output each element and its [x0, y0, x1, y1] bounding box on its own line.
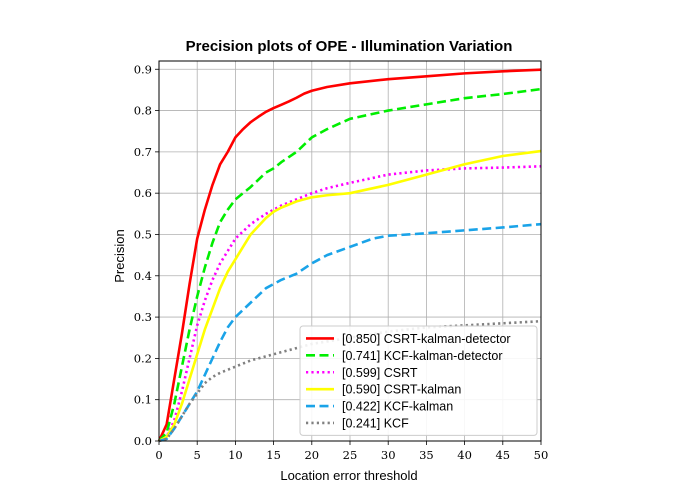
y-tick-label: 0.0 — [134, 434, 152, 448]
series-line-csrt — [158, 165, 542, 443]
x-tick-label: 20 — [304, 448, 319, 462]
y-tick-label: 0.9 — [134, 62, 152, 76]
legend-label: [0.741] KCF-kalman-detector — [342, 349, 503, 363]
legend-label: [0.599] CSRT — [342, 366, 418, 380]
x-tick-label: 30 — [381, 448, 396, 462]
x-axis-label: Location error threshold — [280, 468, 417, 483]
series-line-csrt-kalman-detector — [157, 68, 542, 442]
y-tick-label: 0.3 — [134, 310, 152, 324]
x-tick-label: 15 — [266, 448, 281, 462]
x-tick-label: 50 — [534, 448, 549, 462]
series-lines — [157, 68, 542, 443]
series-line-kcf-kalman-detector — [158, 87, 542, 442]
legend-label: [0.590] CSRT-kalman — [342, 383, 461, 397]
y-tick-label: 0.2 — [134, 351, 152, 365]
legend-label: [0.422] KCF-kalman — [342, 400, 453, 414]
legend-box — [299, 325, 538, 436]
series-line-csrt-kalman — [158, 149, 542, 443]
y-tick-label: 0.7 — [134, 145, 152, 159]
y-tick-label: 0.1 — [134, 393, 152, 407]
x-tick-label: 5 — [194, 448, 201, 462]
axis-ticks: 0 5 10 15 20 25 30 35 40 45 50 0.0 0.1 0.2 0.3 0.4 0.5 0.… — [134, 62, 549, 462]
y-tick-label: 0.4 — [134, 269, 152, 283]
chart-title: Precision plots of OPE - Illumination Va… — [186, 38, 513, 55]
x-tick-label: 40 — [457, 448, 472, 462]
x-tick-label: 0 — [155, 448, 162, 462]
x-tick-label: 45 — [495, 448, 510, 462]
y-tick-label: 0.8 — [134, 104, 152, 118]
x-tick-label: 10 — [228, 448, 243, 462]
y-tick-label: 0.6 — [134, 186, 152, 200]
series-line-kcf-kalman — [158, 222, 542, 443]
y-axis-label: Precision — [112, 229, 127, 282]
series-line-kcf — [158, 319, 542, 443]
legend-label: [0.850] CSRT-kalman-detector — [342, 332, 511, 346]
x-tick-label: 35 — [419, 448, 434, 462]
x-tick-label: 25 — [343, 448, 358, 462]
y-tick-label: 0.5 — [134, 227, 152, 241]
legend: [0.850] CSRT-kalman-detector [0.741] KCF-… — [299, 325, 538, 436]
legend-label: [0.241] KCF — [342, 416, 409, 430]
